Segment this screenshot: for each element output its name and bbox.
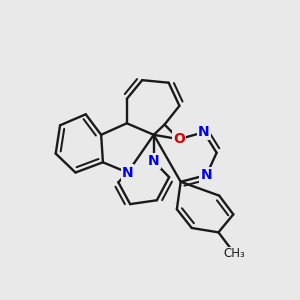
- Text: CH₃: CH₃: [224, 247, 245, 260]
- Text: N: N: [148, 154, 160, 168]
- Text: O: O: [173, 132, 185, 146]
- Text: N: N: [122, 166, 134, 179]
- Text: N: N: [198, 125, 210, 139]
- Text: N: N: [201, 168, 212, 182]
